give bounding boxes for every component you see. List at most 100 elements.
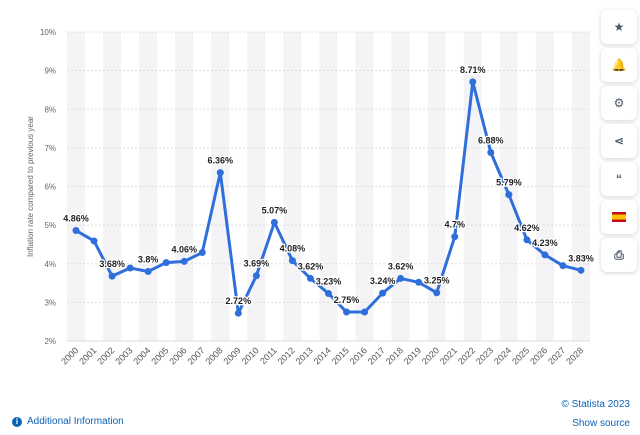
- additional-information-link[interactable]: i Additional Information: [12, 416, 124, 427]
- x-tick-label: 2015: [330, 345, 351, 366]
- x-tick-label: 2014: [312, 345, 333, 366]
- x-tick-label: 2018: [384, 345, 405, 366]
- x-tick-label: 2021: [438, 345, 459, 366]
- copyright-link[interactable]: © Statista 2023: [561, 399, 630, 410]
- data-point[interactable]: [451, 233, 459, 241]
- data-label: 2.75%: [334, 295, 360, 305]
- data-point[interactable]: [288, 257, 296, 265]
- data-point[interactable]: [234, 309, 242, 317]
- data-point[interactable]: [523, 236, 531, 244]
- data-label: 3.24%: [370, 276, 396, 286]
- y-tick-label: 5%: [44, 221, 56, 230]
- share-icon: ⋖: [613, 134, 625, 148]
- data-point[interactable]: [162, 259, 170, 267]
- data-label: 4.86%: [63, 214, 89, 224]
- data-point[interactable]: [415, 278, 423, 286]
- favorite-button[interactable]: ★: [601, 10, 637, 44]
- data-point[interactable]: [469, 78, 477, 86]
- print-icon: ⎙: [614, 247, 624, 262]
- y-tick-label: 10%: [40, 28, 56, 37]
- x-tick-label: 2007: [185, 345, 206, 366]
- data-point[interactable]: [216, 169, 224, 177]
- y-tick-label: 9%: [44, 67, 56, 76]
- sidebar-toolbar: ★ 🔔 ⚙ ⋖ “ ⎙: [601, 10, 639, 276]
- data-point[interactable]: [541, 251, 549, 259]
- x-tick-label: 2012: [276, 345, 297, 366]
- data-label: 4.62%: [514, 223, 540, 233]
- data-point[interactable]: [270, 218, 278, 226]
- bell-icon: 🔔: [611, 58, 627, 72]
- x-tick-label: 2005: [149, 345, 170, 366]
- x-tick-label: 2010: [240, 345, 261, 366]
- y-tick-label: 2%: [44, 337, 56, 346]
- data-label: 6.88%: [478, 136, 504, 146]
- data-label: 3.23%: [316, 276, 342, 286]
- x-tick-label: 2002: [95, 345, 116, 366]
- quote-icon: “: [616, 172, 622, 186]
- x-tick-label: 2008: [203, 345, 224, 366]
- data-label: 3.83%: [568, 253, 594, 263]
- x-tick-label: 2003: [113, 345, 134, 366]
- data-label: 4.06%: [171, 244, 197, 254]
- x-tick-label: 2025: [510, 345, 531, 366]
- x-tick-label: 2011: [258, 345, 279, 366]
- y-tick-label: 7%: [44, 144, 56, 153]
- data-label: 5.07%: [262, 205, 288, 215]
- data-label: 4.7%: [444, 220, 465, 230]
- data-point[interactable]: [487, 149, 495, 157]
- data-point[interactable]: [343, 308, 351, 316]
- cite-button[interactable]: “: [601, 162, 637, 196]
- y-tick-label: 8%: [44, 105, 56, 114]
- data-label: 3.62%: [388, 261, 414, 271]
- x-tick-label: 2020: [420, 345, 441, 366]
- data-label: 5.79%: [496, 178, 522, 188]
- info-icon: i: [12, 416, 22, 427]
- data-label: 3.68%: [99, 259, 125, 269]
- data-point[interactable]: [90, 237, 98, 245]
- data-point[interactable]: [180, 257, 188, 265]
- additional-information-label: Additional Information: [27, 416, 124, 427]
- data-label: 3.8%: [138, 254, 159, 264]
- y-tick-label: 3%: [44, 298, 56, 307]
- x-tick-label: 2028: [564, 345, 585, 366]
- data-point[interactable]: [108, 272, 116, 280]
- x-tick-label: 2024: [492, 345, 513, 366]
- x-tick-label: 2023: [474, 345, 495, 366]
- settings-button[interactable]: ⚙: [601, 86, 637, 120]
- x-tick-label: 2009: [222, 345, 243, 366]
- data-point[interactable]: [126, 264, 134, 272]
- data-label: 4.08%: [280, 244, 306, 254]
- language-button[interactable]: [601, 200, 637, 234]
- data-point[interactable]: [144, 267, 152, 275]
- gear-icon: ⚙: [613, 96, 625, 110]
- flag-icon: [612, 212, 626, 222]
- data-point[interactable]: [577, 266, 585, 274]
- show-source-link[interactable]: Show source: [572, 418, 630, 429]
- x-tick-label: 2013: [294, 345, 315, 366]
- data-point[interactable]: [505, 191, 513, 199]
- data-point[interactable]: [198, 249, 206, 257]
- x-tick-label: 2027: [546, 345, 567, 366]
- x-tick-label: 2006: [167, 345, 188, 366]
- print-button[interactable]: ⎙: [601, 238, 637, 272]
- x-tick-label: 2000: [59, 345, 80, 366]
- notification-button[interactable]: 🔔: [601, 48, 637, 82]
- data-point[interactable]: [252, 272, 260, 280]
- x-tick-label: 2022: [456, 345, 477, 366]
- data-point[interactable]: [559, 262, 567, 270]
- x-tick-label: 2019: [402, 345, 423, 366]
- y-tick-label: 4%: [44, 260, 56, 269]
- line-chart: 2%3%4%5%6%7%8%9%10%200020012002200320042…: [40, 28, 595, 367]
- star-icon: ★: [613, 20, 625, 34]
- data-label: 6.36%: [208, 156, 234, 166]
- data-point[interactable]: [72, 227, 80, 235]
- data-label: 3.25%: [424, 276, 450, 286]
- data-point[interactable]: [433, 289, 441, 297]
- data-point[interactable]: [397, 274, 405, 282]
- data-point[interactable]: [306, 274, 314, 282]
- data-point[interactable]: [325, 289, 332, 297]
- x-tick-label: 2001: [77, 345, 98, 366]
- data-point[interactable]: [379, 289, 387, 297]
- data-point[interactable]: [361, 308, 369, 316]
- share-button[interactable]: ⋖: [601, 124, 637, 158]
